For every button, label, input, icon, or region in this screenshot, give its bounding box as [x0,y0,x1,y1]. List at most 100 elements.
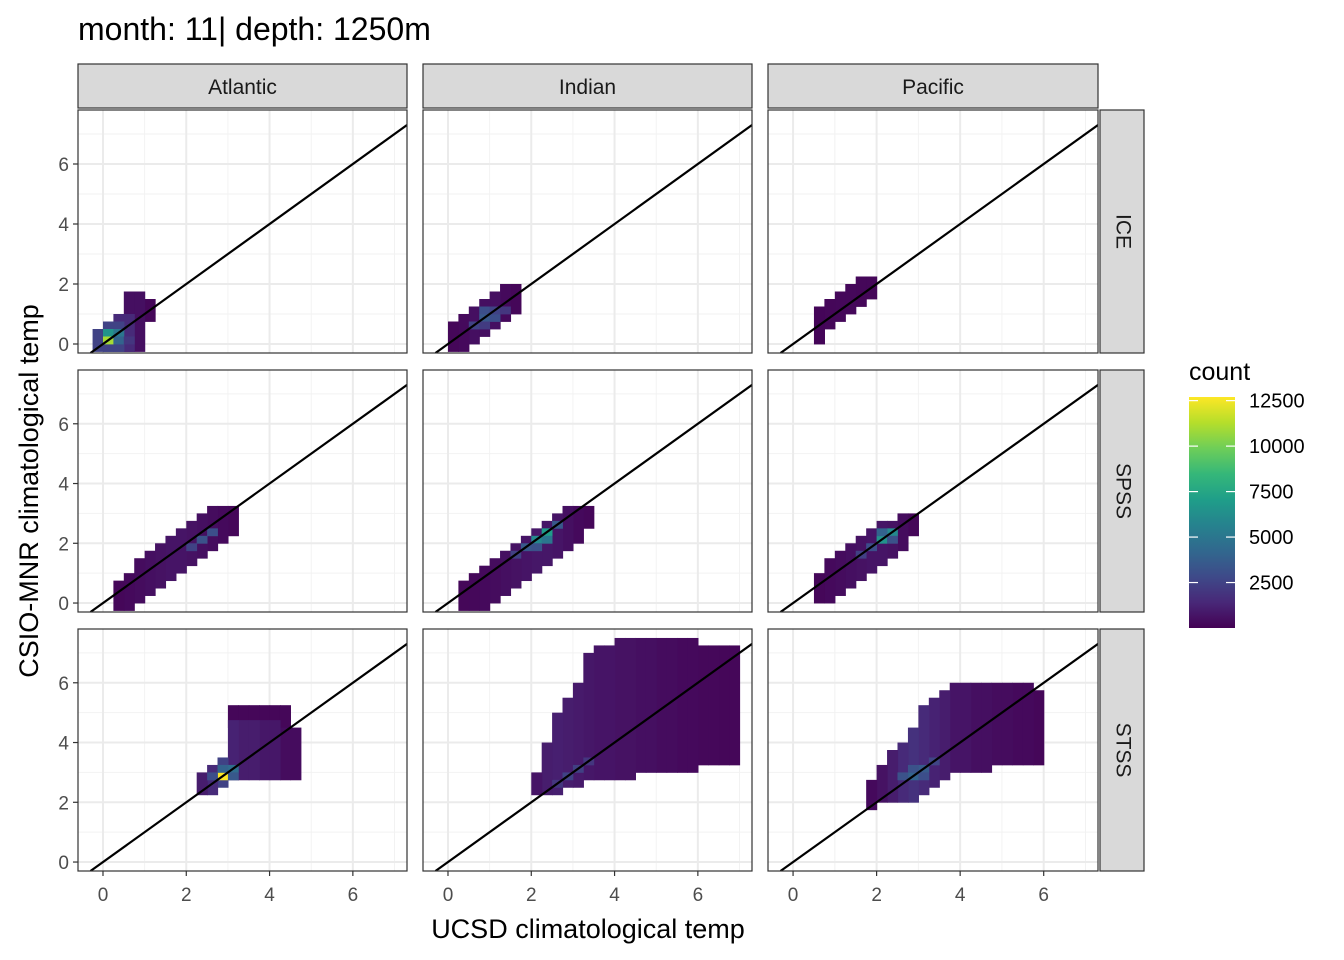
y-tick-label: 0 [58,594,69,615]
heatmap-tile [981,682,993,773]
heatmap-tile [949,682,961,773]
y-tick-label: 6 [58,674,69,695]
facet-panel-pacific-stss: 0 2 4 6 [767,628,1099,906]
facet-strip-label: STSS [1111,723,1134,778]
y-tick-label: 2 [58,793,69,814]
heatmap-tile [666,637,678,773]
heatmap-tile [907,764,919,773]
identity-reference-line [434,384,752,612]
x-tick-label: 0 [788,885,799,906]
legend: count 2500 5000 7500 10000 12500 [1189,358,1305,628]
facet-strip-pacific [767,63,1099,109]
panel-border [422,369,753,613]
heatmap-tile [687,637,699,773]
x-axis-label: UCSD climatological temp [431,914,745,944]
heatmap-tile [227,720,239,781]
heatmap-tile [541,535,553,544]
heatmap-tiles [196,705,302,796]
legend-break-label: 7500 [1249,482,1294,504]
heatmap-tile [113,580,125,611]
heatmap-tile [227,705,239,728]
y-tick-label: 0 [58,335,69,356]
x-tick-label: 2 [871,885,882,906]
heatmap-tile [1033,690,1045,766]
heatmap-tile [614,637,626,781]
heatmap-tile [677,637,689,773]
x-tick-label: 6 [1038,885,1049,906]
heatmap-tile [583,505,595,529]
heatmap-tile [656,637,668,773]
heatmap-tile [708,645,720,766]
facet-strip-stss [1099,628,1145,872]
heatmap-tile [134,558,146,604]
heatmap-tile [123,573,135,611]
panel-border [767,628,1099,872]
x-tick-label: 4 [609,885,620,906]
heatmap-tile [510,543,522,589]
legend-break-label: 12500 [1249,391,1305,413]
identity-reference-line [89,384,407,612]
heatmap-tile [279,727,291,781]
heatmap-tile [552,712,564,796]
heatmap-tile [238,720,250,781]
heatmap-tile [572,682,584,788]
x-tick-label: 0 [98,885,109,906]
heatmap-tile [845,543,857,589]
heatmap-tile [552,513,564,559]
heatmap-tile [479,306,491,315]
heatmap-tile [1022,682,1034,766]
heatmap-tile [645,637,657,773]
heatmap-tile [207,528,218,537]
heatmap-tile [510,284,522,315]
heatmap-tile [572,505,584,544]
facet-strip-ice [1099,109,1145,354]
heatmap-tile [918,772,930,781]
legend-break-label: 10000 [1249,436,1305,458]
heatmap-tile [887,535,898,544]
legend-title: count [1189,358,1250,386]
facet-strip-label: Atlantic [208,76,277,99]
heatmap-tile [479,565,491,611]
panel-border [77,109,408,354]
heatmap-tile [876,528,888,537]
y-tick-label: 4 [58,734,69,755]
heatmap-tile [1012,682,1024,766]
panel-border [422,109,753,354]
heatmap-tile [447,321,459,352]
heatmap-tile [939,690,951,781]
facet-panel-indian-spss [422,369,753,613]
panel-border [77,369,408,613]
y-tick-label: 6 [58,415,69,436]
heatmap-tile [824,299,836,330]
facet-strip-label: ICE [1111,214,1134,249]
facet-panel-atlantic-spss: 0 2 4 6 [58,369,408,615]
heatmap-tile [134,291,146,352]
heatmap-tile [458,580,470,611]
heatmap-tile [269,720,281,781]
x-tick-label: 6 [693,885,704,906]
heatmap-tile [123,314,135,352]
heatmap-tile [248,705,260,728]
heatmap-tile [562,697,574,788]
heatmap-tile [144,550,156,596]
identity-reference-line [89,643,407,871]
identity-reference-line [434,643,752,871]
y-axis-label: CSIO-MNR climatological temp [14,304,44,678]
heatmap-tile [541,742,553,796]
panel-border [77,628,408,872]
identity-reference-line [779,643,1098,871]
heatmap-tile [227,505,239,537]
heatmap-tile [960,682,972,773]
heatmap-tile [531,543,543,552]
heatmap-tile [238,705,250,728]
facet-strip-label: Indian [559,76,616,99]
heatmap-tile [186,543,198,552]
heatmap-tile [887,750,899,803]
heatmap-tile [583,652,595,781]
heatmap-tile [259,720,271,781]
heatmap-tile [876,764,888,803]
heatmap-tile [489,558,501,604]
y-tick-label: 4 [58,215,69,236]
heatmap-tiles [866,682,1045,811]
